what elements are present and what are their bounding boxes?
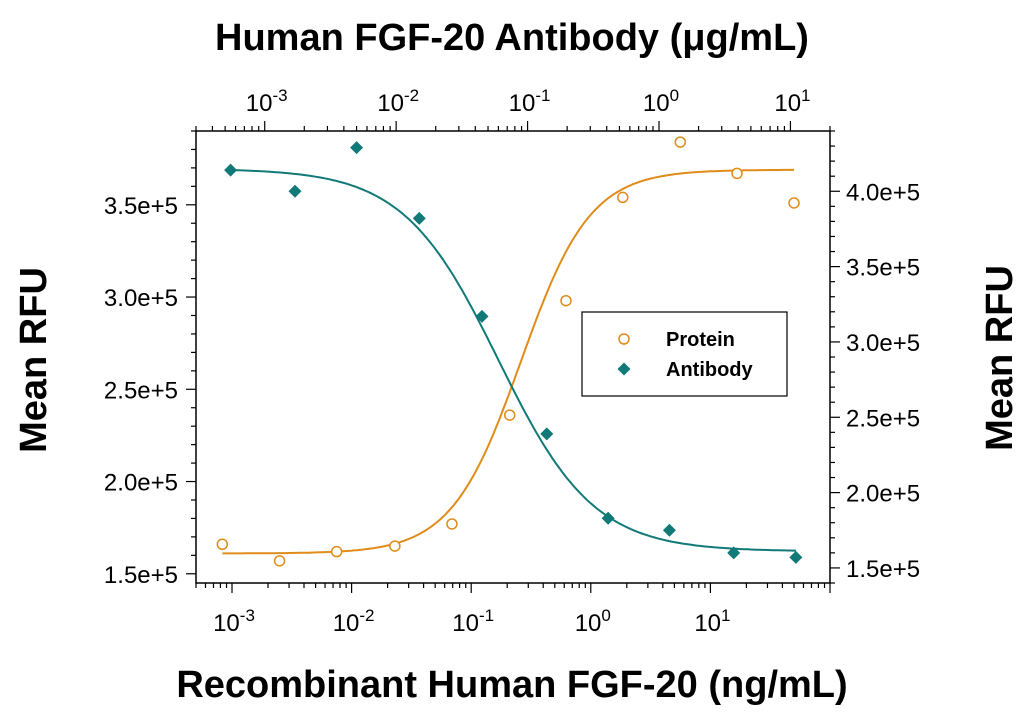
series-protein-point [216,538,229,551]
series-protein-point [617,191,629,204]
y-axis-right-tick-label: 3.5e+5 [846,255,920,282]
series-protein-point [674,136,687,148]
series-antibody-point [288,184,302,198]
series-protein-point [503,409,516,421]
y-axis-left-tick-label: 1.5e+5 [104,562,178,589]
series-antibody-point [540,427,554,441]
y-axis-right-tick-label: 1.5e+5 [846,556,920,583]
y-axis-left-tick-label: 3.0e+5 [104,285,178,312]
x-axis-top-tick-label: 101 [774,86,810,117]
chart-top-title: Human FGF-20 Antibody (μg/mL) [215,17,809,59]
chart-left-y-axis-title: Mean RFU [13,267,55,453]
y-axis-right-tick-label: 4.0e+5 [846,179,920,206]
plot-area: 10-3 10-2 10-1 100 101 10-3 10-2 10-1 100 101 1.5e… [104,86,920,637]
series-protein-point [389,540,401,552]
legend-protein-marker [618,333,630,345]
chart-x-axis-title: Recombinant Human FGF-20 (ng/mL) [176,664,847,706]
series-protein-fit-line [222,168,794,555]
y-axis-right-tick-label: 2.0e+5 [846,481,920,508]
series-antibody-point [727,546,741,560]
series-antibody-fit-line [230,169,796,552]
x-axis-bottom-tick-label: 10-2 [333,606,375,637]
series-protein-point [788,197,800,209]
y-axis-left-tick-label: 3.5e+5 [104,193,178,220]
legend-antibody-marker [617,362,631,376]
y-axis-right-tick-label: 3.0e+5 [846,330,920,357]
series-antibody-point [789,550,803,564]
y-axis-right-tick-label: 2.5e+5 [846,405,920,432]
series-protein-point [446,518,458,530]
series-antibody-point [601,511,615,525]
series-antibody-point [475,309,489,323]
series-antibody-point [412,211,426,225]
x-axis-top-tick-label: 100 [643,86,679,117]
y-axis-left-tick-label: 2.0e+5 [104,470,178,497]
legend-protein-label: Protein [666,329,735,351]
x-axis-bottom-tick-label: 10-3 [213,606,255,637]
chart-right-y-axis-title: Mean RFU [979,265,1021,451]
x-axis-bottom-tick-label: 100 [575,606,611,637]
series-protein-point [330,545,343,558]
series-antibody-point [662,523,676,537]
series-antibody-point [350,141,364,155]
legend-box [581,311,788,397]
x-axis-bottom-tick-label: 101 [694,606,730,637]
y-axis-left-tick-label: 2.5e+5 [104,377,178,404]
series-protein-point [731,167,743,180]
series-antibody-point [224,163,238,177]
series-protein-point [273,555,286,567]
x-axis-top-tick-label: 10-1 [509,86,551,117]
x-axis-bottom-tick-label: 10-1 [452,606,494,637]
series-protein-point [560,294,572,307]
legend-antibody-label: Antibody [666,359,754,381]
x-axis-top-tick-label: 10-3 [246,86,288,117]
x-axis-top-tick-label: 10-2 [377,86,419,117]
